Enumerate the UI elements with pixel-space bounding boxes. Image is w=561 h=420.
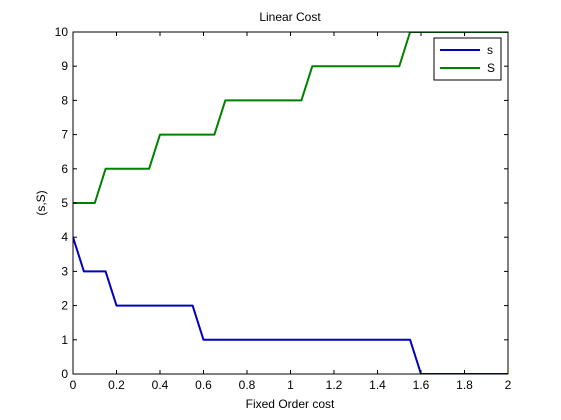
x-tick-label: 0.2: [108, 378, 125, 392]
chart-title: Linear Cost: [259, 10, 321, 24]
y-tick-label: 2: [61, 299, 68, 313]
x-tick-label: 1.6: [413, 378, 430, 392]
legend: sS: [433, 37, 502, 81]
x-axis-label: Fixed Order cost: [246, 397, 335, 411]
x-tick-label: 0.8: [239, 378, 256, 392]
series-line-s: [73, 236, 508, 374]
series-layer: [73, 32, 508, 374]
x-tick-label: 1.8: [456, 378, 473, 392]
y-tick-label: 0: [61, 367, 68, 381]
y-tick-label: 7: [61, 128, 68, 142]
y-tick-label: 5: [61, 196, 68, 210]
y-tick-label: 3: [61, 264, 68, 278]
x-tick-label: 0: [70, 378, 77, 392]
y-tick-label: 9: [61, 59, 68, 73]
y-tick-label: 6: [61, 162, 68, 176]
plot-area: [73, 32, 508, 374]
x-tick-label: 0.6: [195, 378, 212, 392]
x-tick-label: 1.2: [326, 378, 343, 392]
legend-label-s: s: [487, 43, 493, 57]
x-tick-label: 2: [505, 378, 512, 392]
x-tick-label: 1.4: [369, 378, 386, 392]
x-tick-label: 1: [287, 378, 294, 392]
y-axis-label: (s,S): [34, 190, 48, 215]
legend-label-S: S: [487, 61, 495, 75]
y-tick-label: 1: [61, 333, 68, 347]
legend-box: [433, 37, 502, 81]
x-tick-label: 0.4: [152, 378, 169, 392]
y-tick-label: 8: [61, 93, 68, 107]
series-line-S: [73, 32, 508, 204]
y-axis: 0 1 2 3 4 5 6 7 8 9 10: [55, 25, 508, 381]
x-axis: 0 0.2 0.4 0.6 0.8 1 1.2 1.4 1.6 1.8 2: [70, 32, 512, 392]
y-tick-label: 4: [61, 230, 68, 244]
y-tick-label: 10: [55, 25, 69, 39]
